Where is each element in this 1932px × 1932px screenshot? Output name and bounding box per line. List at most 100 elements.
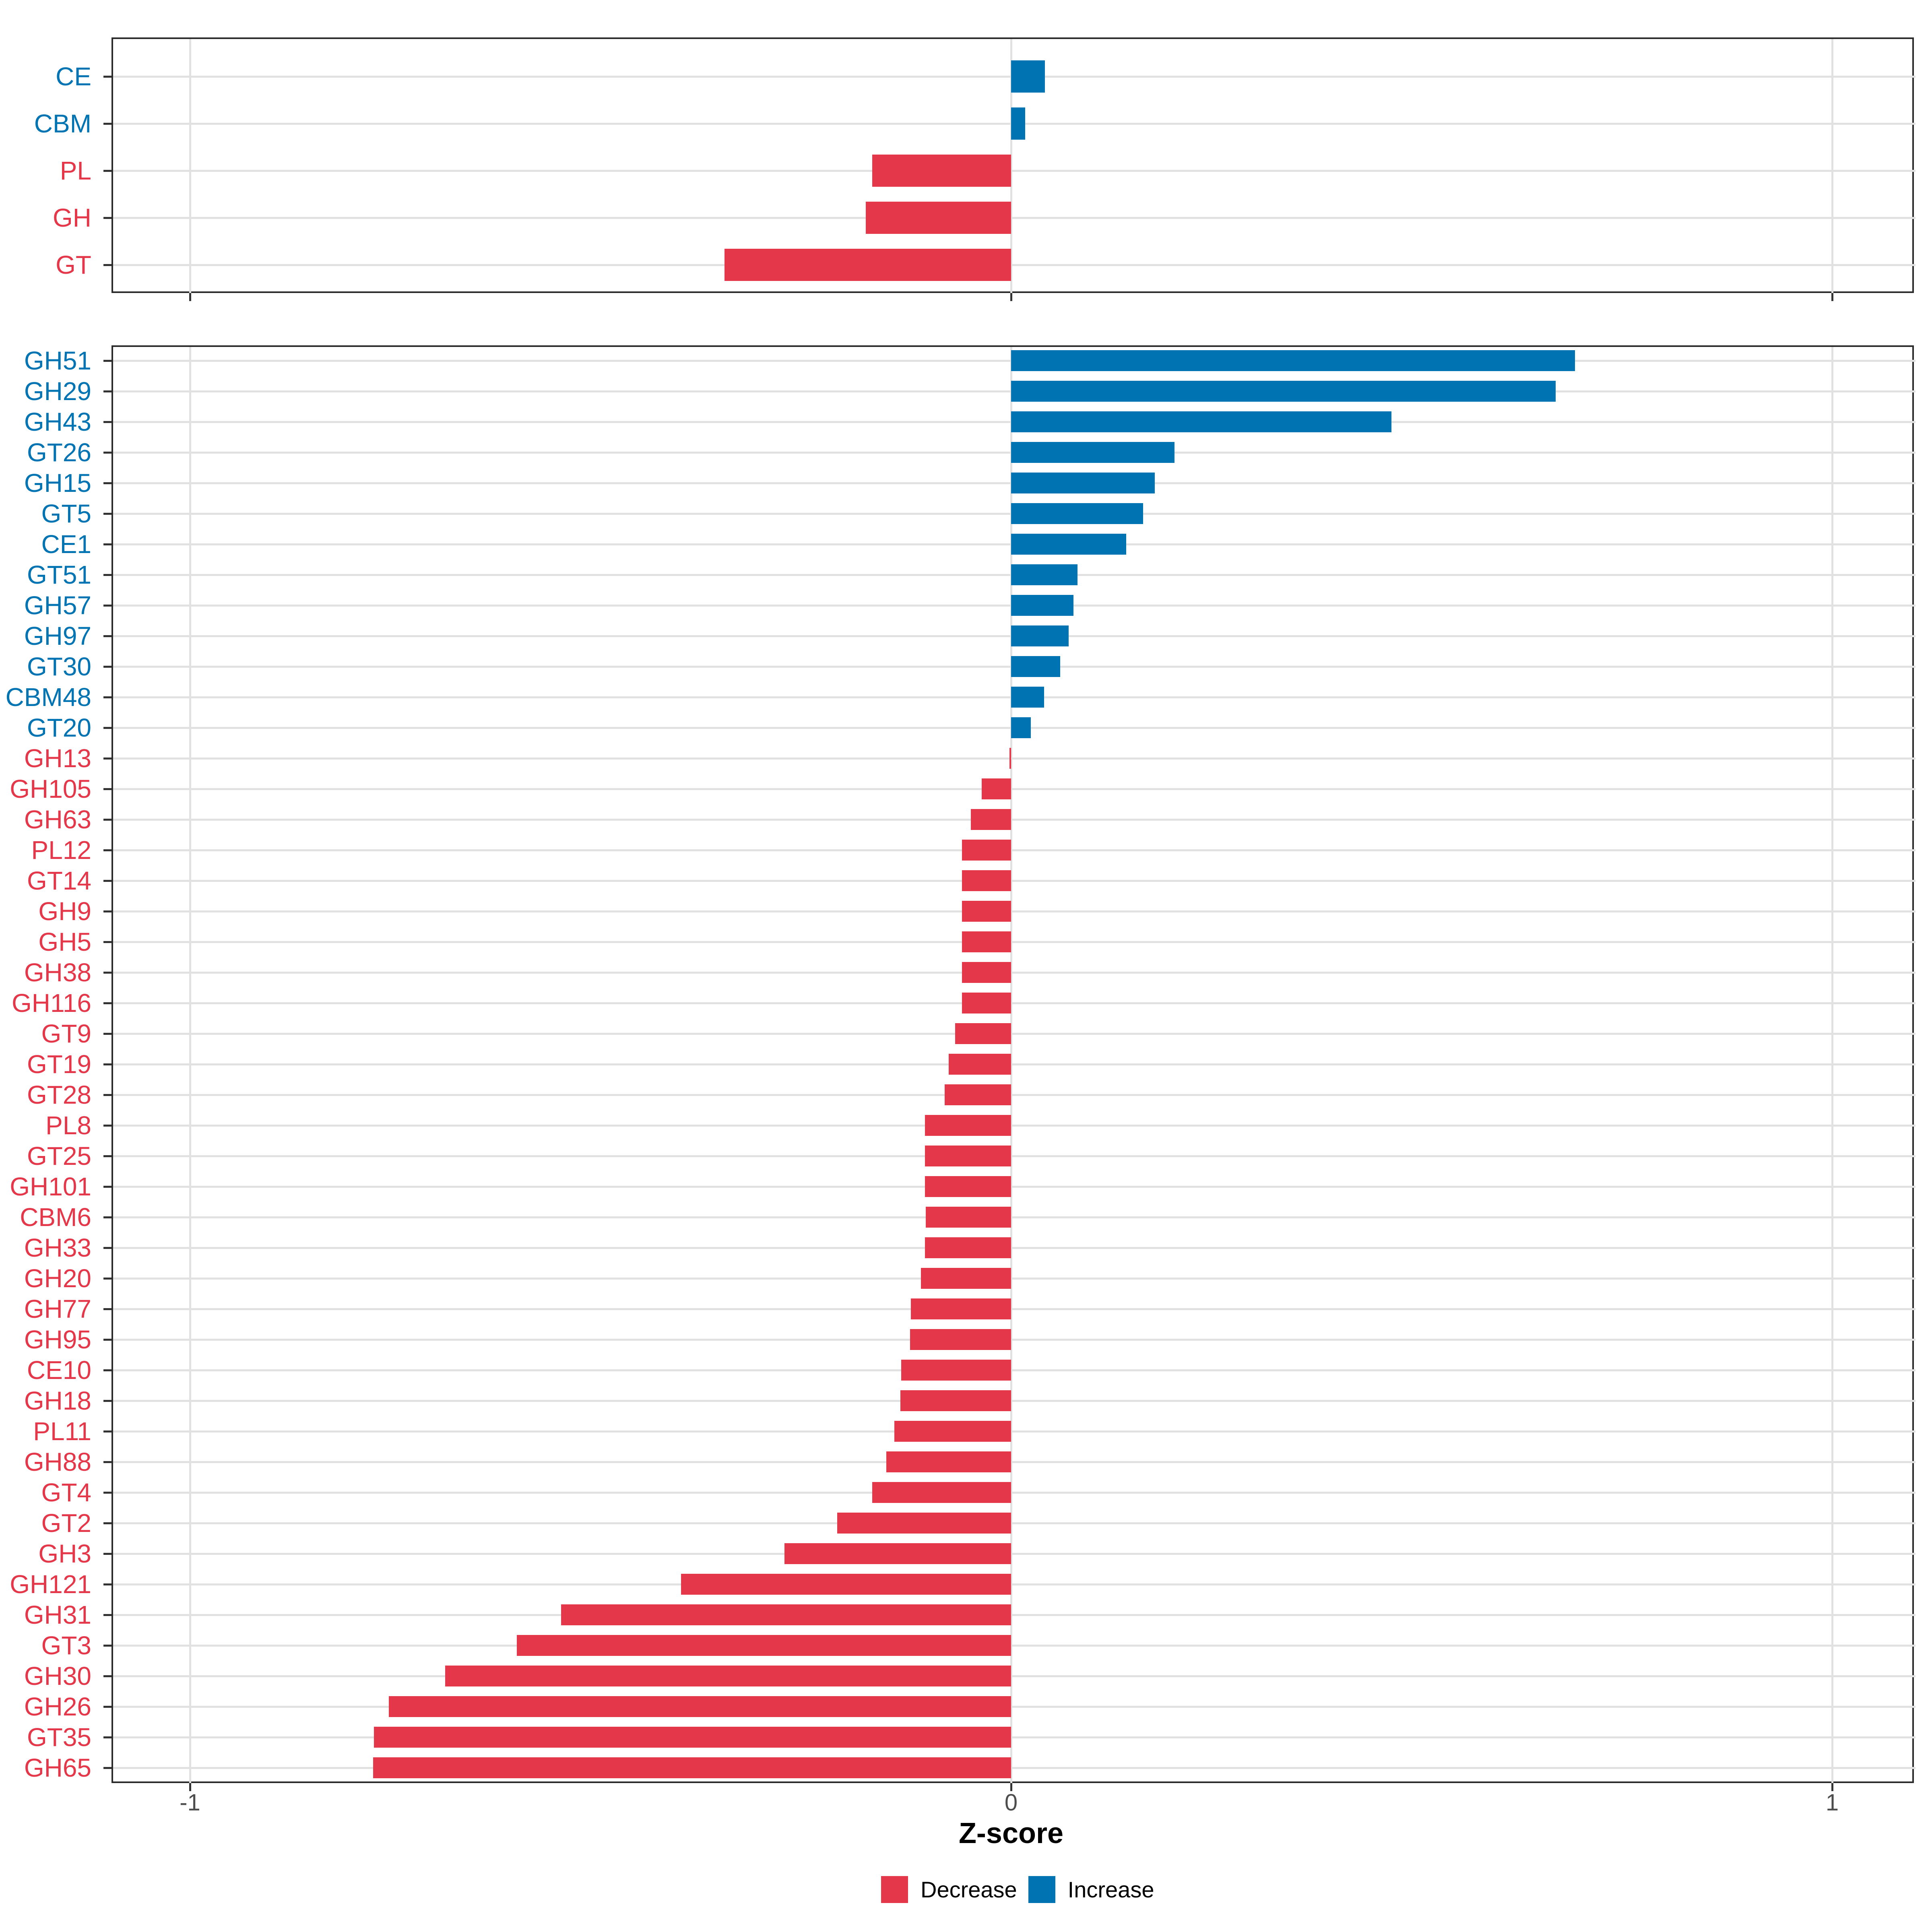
horizontal-gridline: [113, 1277, 1915, 1280]
bar-GH3: [784, 1543, 1011, 1564]
y-tick-GH30: [103, 1675, 111, 1677]
y-label-GH65: GH65: [24, 1753, 91, 1782]
y-tick-GH38: [103, 971, 111, 974]
bar-CBM6: [925, 1207, 1011, 1228]
bar-GT5: [1011, 503, 1144, 524]
y-tick-GH5: [103, 941, 111, 943]
y-label-GH105: GH105: [10, 774, 91, 803]
horizontal-gridline: [113, 1063, 1915, 1065]
y-tick-GT20: [103, 727, 111, 729]
horizontal-gridline: [113, 1736, 1915, 1738]
bar-GT35: [374, 1727, 1011, 1748]
y-label-CBM48: CBM48: [5, 683, 91, 712]
legend-item-decrease: Decrease: [881, 1876, 1017, 1903]
y-tick-GT3: [103, 1644, 111, 1647]
bar-GT4: [872, 1482, 1011, 1503]
horizontal-gridline: [113, 1216, 1915, 1218]
bottom-panel: [111, 345, 1915, 1785]
bar-GT25: [925, 1146, 1011, 1166]
y-label-GH101: GH101: [10, 1172, 91, 1201]
y-label-GT5: GT5: [41, 499, 91, 528]
horizontal-gridline: [113, 1614, 1915, 1616]
y-tick-GH13: [103, 757, 111, 760]
bar-GT20: [1011, 717, 1031, 738]
y-label-GH38: GH38: [24, 958, 91, 987]
horizontal-gridline: [113, 849, 1915, 851]
bar-GH101: [925, 1176, 1011, 1197]
y-label-GH20: GH20: [24, 1264, 91, 1293]
x-tick: [189, 293, 191, 301]
y-tick-GH95: [103, 1338, 111, 1341]
y-tick-GH65: [103, 1767, 111, 1769]
horizontal-gridline: [113, 1552, 1915, 1555]
horizontal-gridline: [113, 217, 1915, 219]
y-label-GT51: GT51: [27, 560, 91, 589]
bar-GH88: [886, 1451, 1011, 1472]
bar-CE: [1011, 60, 1045, 93]
bar-GH57: [1011, 595, 1074, 616]
y-tick-CBM: [103, 122, 111, 125]
horizontal-gridline: [113, 1369, 1915, 1371]
horizontal-gridline: [113, 1767, 1915, 1769]
vertical-gridline: [1010, 39, 1012, 295]
horizontal-gridline: [113, 1583, 1915, 1585]
x-tick: [1010, 293, 1012, 301]
y-label-GT4: GT4: [41, 1478, 91, 1507]
y-tick-GH33: [103, 1247, 111, 1249]
y-tick-GT2: [103, 1522, 111, 1524]
x-tick-label-1: 1: [1825, 1790, 1839, 1816]
bar-GT19: [948, 1054, 1011, 1075]
bar-GT51: [1011, 564, 1078, 585]
y-label-CBM6: CBM6: [20, 1203, 91, 1232]
y-label-GT30: GT30: [27, 652, 91, 681]
y-label-GT9: GT9: [41, 1019, 91, 1048]
y-label-GH97: GH97: [24, 621, 91, 650]
y-label-GT26: GT26: [27, 438, 91, 467]
bar-GH43: [1011, 411, 1391, 432]
y-label-GT: GT: [56, 250, 91, 279]
y-label-PL: PL: [60, 156, 91, 185]
horizontal-gridline: [113, 1644, 1915, 1647]
y-label-GH9: GH9: [38, 897, 91, 926]
x-tick-label-0: 0: [1004, 1790, 1018, 1816]
y-tick-GH77: [103, 1308, 111, 1310]
y-tick-GH105: [103, 788, 111, 790]
y-tick-CE: [103, 75, 111, 78]
vertical-gridline: [189, 347, 191, 1785]
bar-GT14: [962, 870, 1011, 891]
y-tick-CE1: [103, 543, 111, 545]
y-tick-GT25: [103, 1155, 111, 1157]
bar-GH63: [971, 809, 1011, 830]
y-label-GH95: GH95: [24, 1325, 91, 1354]
y-label-GH13: GH13: [24, 744, 91, 773]
horizontal-gridline: [113, 910, 1915, 912]
y-label-PL8: PL8: [45, 1111, 91, 1140]
bar-GT: [724, 249, 1011, 281]
bar-GT28: [944, 1084, 1011, 1105]
y-tick-CBM48: [103, 696, 111, 698]
y-tick-GH63: [103, 818, 111, 821]
y-tick-GH101: [103, 1185, 111, 1188]
y-tick-GH18: [103, 1399, 111, 1402]
y-tick-GH88: [103, 1461, 111, 1463]
y-label-GH: GH: [53, 203, 91, 232]
legend-label-increase: Increase: [1067, 1877, 1154, 1902]
bar-GH29: [1011, 381, 1556, 402]
bar-GH121: [681, 1574, 1011, 1595]
horizontal-gridline: [113, 757, 1915, 760]
y-tick-GT51: [103, 574, 111, 576]
y-tick-GH51: [103, 359, 111, 362]
y-label-GH5: GH5: [38, 927, 91, 956]
horizontal-gridline: [113, 264, 1915, 266]
horizontal-gridline: [113, 941, 1915, 943]
bar-PL8: [925, 1115, 1011, 1136]
x-tick-label--1: -1: [180, 1790, 200, 1816]
bar-PL11: [894, 1421, 1011, 1442]
y-tick-GT28: [103, 1094, 111, 1096]
vertical-gridline: [1831, 39, 1833, 295]
bar-GH5: [962, 931, 1011, 952]
y-tick-GH116: [103, 1002, 111, 1004]
y-tick-GT: [103, 264, 111, 266]
y-label-GT25: GT25: [27, 1141, 91, 1170]
bar-GT9: [955, 1023, 1011, 1044]
